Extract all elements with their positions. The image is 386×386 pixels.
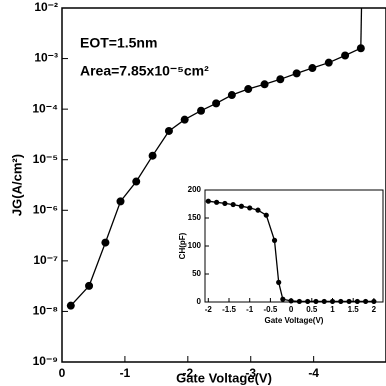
x-tick-label: 0: [289, 305, 294, 314]
y-tick-label: 10⁻⁹: [33, 354, 58, 368]
data-point: [321, 298, 327, 305]
x-tick-label: 1: [330, 305, 335, 314]
x-tick-label: 0.5: [306, 305, 318, 314]
series-line: [208, 200, 374, 303]
x-tick-label: -1: [120, 366, 131, 380]
y-axis-label: CH(pF): [178, 232, 187, 259]
x-axis-label: Gate Voltage(V): [176, 370, 272, 385]
data-point: [263, 212, 269, 218]
data-point: [296, 298, 302, 305]
data-point: [329, 298, 336, 305]
data-point: [341, 51, 350, 60]
data-point: [247, 205, 253, 211]
x-tick-label: -4: [308, 366, 319, 380]
data-point: [85, 281, 94, 290]
data-point: [255, 207, 261, 213]
data-point: [230, 201, 236, 208]
data-point: [324, 58, 333, 67]
data-point: [101, 238, 110, 247]
x-tick-label: 2: [372, 305, 377, 314]
inset-background: [205, 190, 383, 302]
data-point: [308, 64, 317, 73]
data-point: [244, 85, 253, 94]
data-point: [66, 301, 75, 310]
data-point: [292, 69, 301, 78]
data-point: [313, 298, 319, 305]
data-point: [222, 200, 228, 207]
data-point: [205, 198, 211, 204]
data-point: [213, 199, 220, 205]
data-point: [338, 298, 344, 305]
x-tick-label: -1: [246, 305, 254, 314]
data-point: [363, 298, 369, 305]
y-tick-label: 150: [188, 213, 202, 222]
x-axis-label: Gate Voltage(V): [265, 316, 324, 325]
y-tick-label: 10⁻⁶: [33, 202, 58, 216]
y-tick-label: 10⁻⁷: [33, 253, 58, 267]
data-point: [280, 296, 286, 302]
x-tick-label: -3: [245, 366, 256, 380]
data-point: [197, 106, 206, 115]
x-tick-label: 0: [59, 366, 66, 380]
data-point: [227, 91, 236, 100]
annotation: EOT=1.5nm: [80, 35, 157, 51]
y-axis-label: JG(A/cm²): [9, 154, 24, 216]
data-point: [132, 177, 141, 186]
x-tick-label: -2: [182, 366, 193, 380]
x-tick-label: 1.5: [348, 305, 360, 314]
y-tick-label: 50: [192, 269, 201, 278]
data-point: [116, 197, 125, 206]
data-point: [260, 80, 269, 89]
y-tick-label: 200: [188, 185, 202, 194]
y-tick-label: 100: [188, 241, 202, 250]
data-point: [164, 126, 173, 135]
data-point: [238, 203, 245, 209]
annotation: Area=7.85x10⁻⁵cm²: [80, 63, 209, 79]
y-tick-label: 10⁻³: [34, 51, 58, 65]
data-point: [212, 99, 221, 108]
y-tick-label: 10⁻⁴: [32, 101, 58, 115]
data-point: [356, 44, 365, 53]
data-point: [305, 298, 311, 305]
series-line: [360, 7, 363, 49]
y-tick-label: 0: [197, 297, 202, 306]
data-point: [354, 298, 360, 305]
x-tick-label: -2: [205, 305, 213, 314]
data-point: [148, 151, 157, 160]
x-tick-label: -1.5: [222, 305, 236, 314]
y-tick-label: 10⁻⁸: [33, 304, 58, 318]
data-point: [346, 298, 352, 305]
data-point: [276, 279, 282, 285]
plot-frame: [61, 7, 386, 363]
data-point: [276, 75, 285, 84]
y-tick-label: 10⁻²: [34, 0, 58, 14]
x-tick-label: -0.5: [264, 305, 278, 314]
data-point: [288, 298, 294, 304]
data-point: [271, 237, 278, 243]
data-point: [371, 298, 377, 305]
data-point: [180, 115, 189, 124]
y-tick-label: 10⁻⁵: [33, 152, 58, 166]
